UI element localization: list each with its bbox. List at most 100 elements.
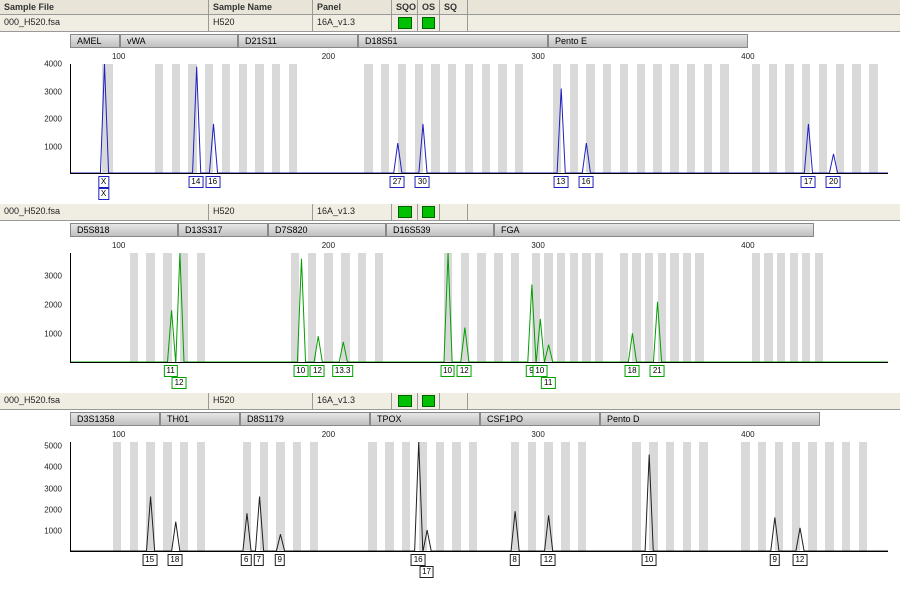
- allele-call[interactable]: 10: [293, 365, 308, 377]
- cell-os: [418, 15, 440, 31]
- x-tick-label: 200: [322, 430, 335, 439]
- sample-row[interactable]: 000_H520.fsaH52016A_v1.3: [0, 15, 900, 32]
- allele-call[interactable]: 12: [792, 554, 807, 566]
- cell-sample-file: 000_H520.fsa: [0, 15, 209, 31]
- locus-label[interactable]: TH01: [160, 412, 240, 426]
- col-sample-file[interactable]: Sample File: [0, 0, 209, 14]
- electropherogram-plot[interactable]: [70, 253, 888, 363]
- allele-call[interactable]: 14: [188, 176, 203, 188]
- y-axis: 100020003000: [10, 253, 66, 363]
- allele-call-row: XX1416273013161720: [70, 174, 888, 198]
- sample-row[interactable]: 000_H520.fsaH52016A_v1.3: [0, 393, 900, 410]
- allele-call[interactable]: 9: [275, 554, 285, 566]
- locus-label[interactable]: Pento D: [600, 412, 820, 426]
- allele-call[interactable]: 8: [509, 554, 519, 566]
- allele-call[interactable]: 6: [241, 554, 251, 566]
- x-tick-label: 400: [741, 430, 754, 439]
- y-tick-label: 3000: [44, 272, 62, 281]
- col-panel[interactable]: Panel: [313, 0, 392, 14]
- cell-sqo: [392, 15, 418, 31]
- column-header-row: Sample File Sample Name Panel SQO OS SQ: [0, 0, 900, 15]
- allele-call[interactable]: 10: [641, 554, 656, 566]
- col-sample-name[interactable]: Sample Name: [209, 0, 313, 14]
- locus-label[interactable]: vWA: [120, 34, 238, 48]
- allele-call[interactable]: 12: [172, 377, 187, 389]
- allele-call[interactable]: 17: [419, 566, 434, 578]
- col-sq[interactable]: SQ: [440, 0, 468, 14]
- trace-svg: [71, 442, 888, 551]
- y-axis: 1000200030004000: [10, 64, 66, 174]
- allele-call[interactable]: 11: [541, 377, 555, 389]
- x-tick-label: 400: [741, 241, 754, 250]
- locus-label[interactable]: D3S1358: [70, 412, 160, 426]
- locus-label[interactable]: AMEL: [70, 34, 120, 48]
- allele-call[interactable]: 12: [541, 554, 556, 566]
- allele-call[interactable]: 18: [167, 554, 182, 566]
- locus-label[interactable]: FGA: [494, 223, 814, 237]
- locus-label[interactable]: D21S11: [238, 34, 358, 48]
- allele-call[interactable]: X: [98, 188, 109, 200]
- allele-call[interactable]: 16: [411, 554, 426, 566]
- allele-call[interactable]: 10: [532, 365, 547, 377]
- cell-sqo: [392, 393, 418, 409]
- y-tick-label: 3000: [44, 87, 62, 96]
- allele-call-row: 1518679161781210912: [70, 552, 888, 576]
- cell-sq: [440, 204, 468, 220]
- quality-indicator-icon: [398, 17, 412, 29]
- y-tick-label: 2000: [44, 115, 62, 124]
- locus-label[interactable]: D13S317: [178, 223, 268, 237]
- cell-sample-name: H520: [209, 393, 313, 409]
- y-tick-label: 2000: [44, 505, 62, 514]
- allele-call[interactable]: 15: [142, 554, 157, 566]
- trace-svg: [71, 64, 888, 173]
- cell-sample-name: H520: [209, 15, 313, 31]
- cell-sq: [440, 393, 468, 409]
- quality-indicator-icon: [422, 206, 435, 218]
- allele-call[interactable]: 10: [440, 365, 455, 377]
- quality-indicator-icon: [398, 206, 412, 218]
- allele-call[interactable]: X: [98, 176, 109, 188]
- allele-call[interactable]: 27: [390, 176, 405, 188]
- allele-call[interactable]: 12: [310, 365, 325, 377]
- col-sqo[interactable]: SQO: [392, 0, 418, 14]
- y-tick-label: 4000: [44, 60, 62, 69]
- allele-call[interactable]: 30: [415, 176, 430, 188]
- locus-label[interactable]: D16S539: [386, 223, 494, 237]
- x-tick-label: 100: [112, 52, 125, 61]
- locus-label[interactable]: D5S818: [70, 223, 178, 237]
- locus-label[interactable]: TPOX: [370, 412, 480, 426]
- allele-call[interactable]: 12: [457, 365, 472, 377]
- locus-label[interactable]: D7S820: [268, 223, 386, 237]
- cell-sq: [440, 15, 468, 31]
- allele-call[interactable]: 21: [650, 365, 665, 377]
- allele-call[interactable]: 20: [826, 176, 841, 188]
- electropherogram-plot[interactable]: [70, 64, 888, 174]
- y-axis: 10002000300040005000: [10, 442, 66, 552]
- allele-call[interactable]: 11: [164, 365, 178, 377]
- locus-label[interactable]: D8S1179: [240, 412, 370, 426]
- allele-call[interactable]: 16: [205, 176, 220, 188]
- cell-os: [418, 204, 440, 220]
- cell-panel: 16A_v1.3: [313, 204, 392, 220]
- locus-label[interactable]: D18S51: [358, 34, 548, 48]
- y-tick-label: 4000: [44, 463, 62, 472]
- allele-call[interactable]: 7: [254, 554, 264, 566]
- y-tick-label: 2000: [44, 301, 62, 310]
- x-tick-label: 100: [112, 430, 125, 439]
- allele-call[interactable]: 9: [770, 554, 780, 566]
- locus-label[interactable]: Pento E: [548, 34, 748, 48]
- allele-call[interactable]: 13: [553, 176, 568, 188]
- y-tick-label: 1000: [44, 142, 62, 151]
- locus-label[interactable]: CSF1PO: [480, 412, 600, 426]
- allele-call[interactable]: 13.3: [332, 365, 354, 377]
- cell-sample-file: 000_H520.fsa: [0, 393, 209, 409]
- x-tick-label: 100: [112, 241, 125, 250]
- cell-os: [418, 393, 440, 409]
- sample-row[interactable]: 000_H520.fsaH52016A_v1.3: [0, 204, 900, 221]
- col-os[interactable]: OS: [418, 0, 440, 14]
- allele-call[interactable]: 18: [625, 365, 640, 377]
- allele-call[interactable]: 17: [801, 176, 816, 188]
- electropherogram-plot[interactable]: [70, 442, 888, 552]
- trace-svg: [71, 253, 888, 362]
- allele-call[interactable]: 16: [579, 176, 594, 188]
